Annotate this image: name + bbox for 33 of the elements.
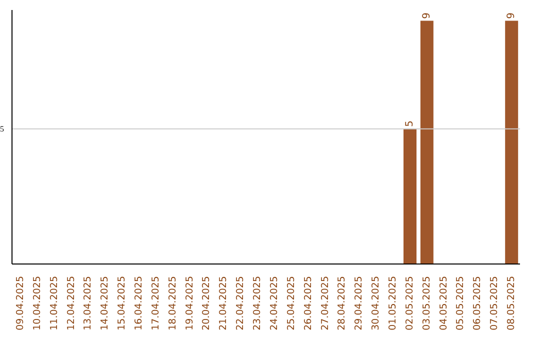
x-tick-label: 14.04.2025 bbox=[100, 276, 111, 330]
data-label: 9 bbox=[506, 12, 518, 19]
x-tick-label: 17.04.2025 bbox=[150, 276, 162, 330]
x-tick-label: 13.04.2025 bbox=[82, 276, 94, 330]
data-label: 5 bbox=[404, 120, 416, 127]
x-tick-label: 21.04.2025 bbox=[218, 276, 230, 330]
x-tick-label: 28.04.2025 bbox=[336, 276, 348, 330]
x-tick-label: 01.05.2025 bbox=[388, 276, 398, 330]
x-tick-label: 08.05.2025 bbox=[506, 276, 518, 330]
x-tick-label: 24.04.2025 bbox=[268, 276, 280, 330]
x-tick-label: 26.04.2025 bbox=[302, 276, 314, 330]
x-tick-label: 23.04.2025 bbox=[252, 276, 264, 330]
x-tick-label: 06.05.2025 bbox=[472, 276, 484, 330]
data-label: 9 bbox=[421, 12, 432, 19]
x-tick-label: 22.04.2025 bbox=[235, 276, 246, 330]
x-tick-label: 12.04.2025 bbox=[66, 276, 77, 330]
x-tick-label: 16.04.2025 bbox=[134, 276, 144, 330]
x-tick-label: 07.05.2025 bbox=[489, 276, 500, 330]
x-tick-label: 11.04.2025 bbox=[48, 276, 60, 330]
x-tick-label: 25.04.2025 bbox=[286, 276, 297, 330]
x-tick-label: 15.04.2025 bbox=[116, 276, 128, 330]
x-tick-label: 02.05.2025 bbox=[404, 276, 416, 330]
x-tick-label: 27.04.2025 bbox=[320, 276, 331, 330]
x-tick-label: 05.05.2025 bbox=[455, 276, 466, 330]
x-tick-label: 10.04.2025 bbox=[32, 276, 43, 330]
x-tick-label: 09.04.2025 bbox=[14, 276, 26, 330]
x-tick-label: 19.04.2025 bbox=[184, 276, 196, 330]
x-tick-label: 29.04.2025 bbox=[354, 276, 365, 330]
x-tick-label: 30.04.2025 bbox=[370, 276, 382, 330]
x-tick-label: 04.05.2025 bbox=[438, 276, 450, 330]
x-tick-label: 20.04.2025 bbox=[201, 276, 212, 330]
x-tick-label: 03.05.2025 bbox=[421, 276, 432, 330]
x-tick-label: 18.04.2025 bbox=[167, 276, 178, 330]
